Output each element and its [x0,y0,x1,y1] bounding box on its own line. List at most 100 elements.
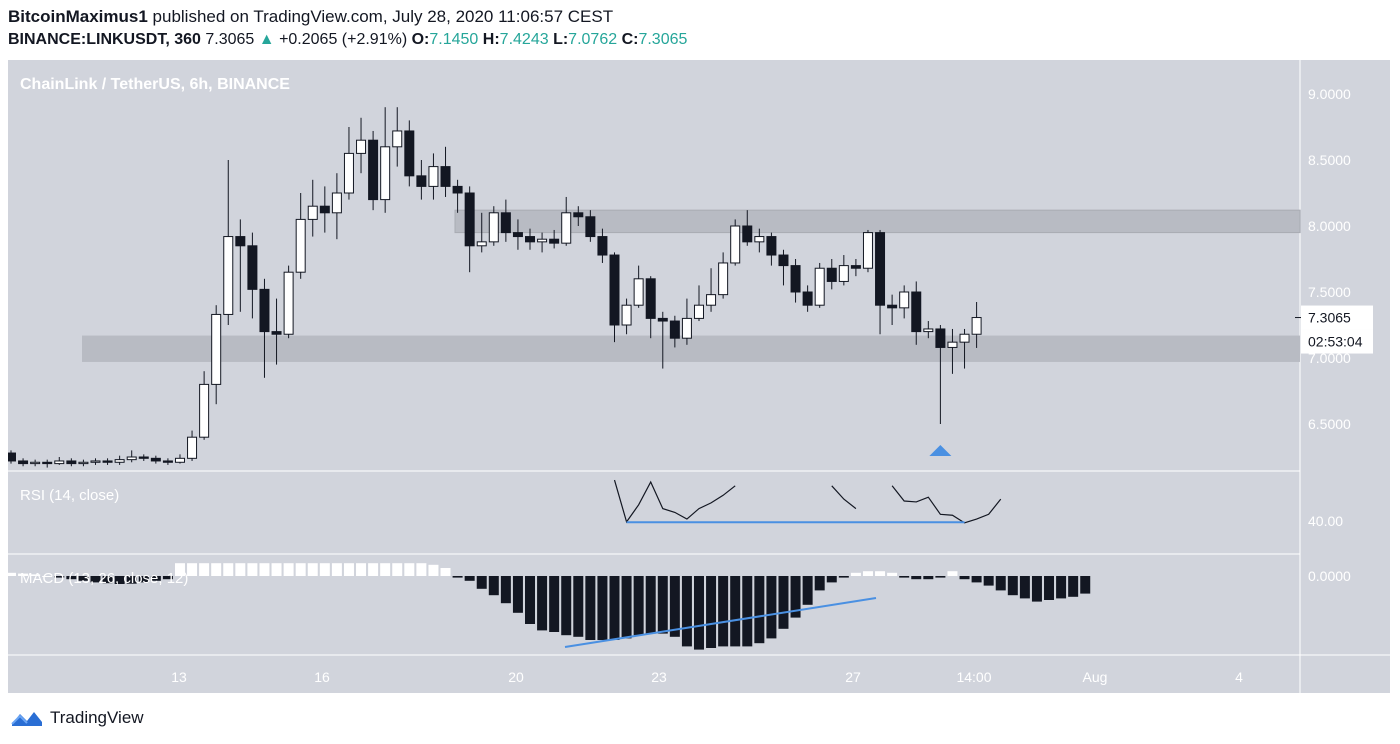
macd-bar-negative [923,576,934,580]
price-tick-label: 8.0000 [1308,218,1351,234]
macd-bar-positive [416,563,427,576]
macd-bar-negative [983,576,994,586]
macd-bar-positive [283,563,294,576]
chart-svg[interactable]: ChainLink / TetherUS, 6h, BINANCE RSI (1… [6,60,1390,693]
macd-bar-positive [223,563,234,576]
last-price: 7.3065 [205,31,255,48]
macd-bar-positive [862,571,873,576]
candle-down [778,254,789,267]
macd-bar-negative [1019,576,1030,599]
candle-up [730,225,741,264]
macd-bar-positive [199,563,210,576]
macd-bar-positive [875,571,886,576]
candle-down [42,461,53,465]
candle-down [368,139,379,201]
macd-bar-negative [778,576,789,629]
macd-bar-negative [126,576,137,584]
support-zone [82,335,1300,362]
candle-down [464,192,475,247]
macd-bar-negative [645,576,656,634]
candle-down [440,166,451,187]
time-axis: 13 16 20 23 27 14:00 Aug 4 [171,669,1243,685]
low-value: 7.0762 [568,31,618,48]
candle-up [633,278,644,306]
macd-bar-negative [561,576,572,636]
macd-bar-negative [995,576,1006,591]
candle-down [742,225,753,243]
macd-bar-positive [319,563,330,576]
last-price-label: 7.3065 [1308,310,1351,326]
candle-down [102,460,113,463]
publish-header: BitcoinMaximus1 published on TradingView… [8,6,613,28]
candle-down [887,304,898,309]
macd-bar-negative [1068,576,1079,597]
candle-down [138,456,149,459]
macd-bar-negative [102,576,113,584]
macd-bar-positive [187,563,198,576]
candle-up [174,457,185,463]
macd-bar-negative [706,576,717,648]
candle-down [609,254,620,326]
macd-bar-negative [657,576,668,634]
macd-bar-negative [609,576,620,640]
candle-up [621,304,632,326]
macd-bar-positive [174,563,185,576]
time-tick-label: 27 [845,669,861,685]
tradingview-footer[interactable]: TradingView [10,708,144,728]
chart-area[interactable]: ChainLink / TetherUS, 6h, BINANCE RSI (1… [6,60,1390,693]
candle-down [597,236,608,256]
macd-bar-negative [971,576,982,583]
candle-up [561,212,572,244]
macd-bar-negative [549,576,560,632]
candle-down [404,130,415,177]
macd-bar-negative [452,576,463,578]
candle-down [875,232,886,306]
macd-bar-negative [1007,576,1018,596]
author-name[interactable]: BitcoinMaximus1 [8,7,148,26]
candle-up [307,205,318,220]
macd-bar-positive [247,563,258,576]
macd-bar-negative [730,576,741,647]
candle-up [718,262,729,296]
time-tick-label: 13 [171,669,187,685]
candle-up [331,192,342,214]
candle-up [947,341,958,348]
macd-bar-negative [90,576,101,583]
macd-bar-positive [343,563,354,576]
candle-down [416,175,427,187]
macd-bar-negative [814,576,825,591]
candle-down [525,236,536,243]
macd-bar-negative [512,576,523,613]
macd-bar-negative [633,576,644,636]
macd-bar-negative [500,576,511,604]
rsi-line [613,479,736,524]
price-tick-label: 9.0000 [1308,86,1351,102]
change-up-icon: ▲ [258,31,275,48]
chart-title: ChainLink / TetherUS, 6h, BINANCE [20,76,290,93]
macd-bar-negative [585,576,596,640]
candle-up [537,238,548,243]
candle-down [935,328,946,348]
candle-down [452,185,463,194]
publish-info: published on TradingView.com, July 28, 2… [147,7,614,26]
macd-bar-positive [6,572,16,576]
candle-up [114,459,125,463]
candle-down [826,267,837,282]
candle-up [343,152,354,194]
price-tick-label: 7.0000 [1308,350,1351,366]
candle-down [319,205,330,214]
macd-bar-positive [850,572,861,576]
macd-bar-negative [693,576,704,650]
candle-up [78,461,89,465]
macd-bar-positive [30,574,41,576]
macd-bar-positive [887,572,898,576]
open-value: 7.1450 [429,31,479,48]
macd-bar-negative [911,576,922,580]
macd-bar-negative [476,576,487,589]
macd-bar-negative [681,576,692,647]
candle-up [380,146,391,201]
tradingview-logo-icon [11,712,42,726]
candle-up [428,166,439,187]
macd-bar-positive [259,563,270,576]
high-label: H: [482,31,500,48]
